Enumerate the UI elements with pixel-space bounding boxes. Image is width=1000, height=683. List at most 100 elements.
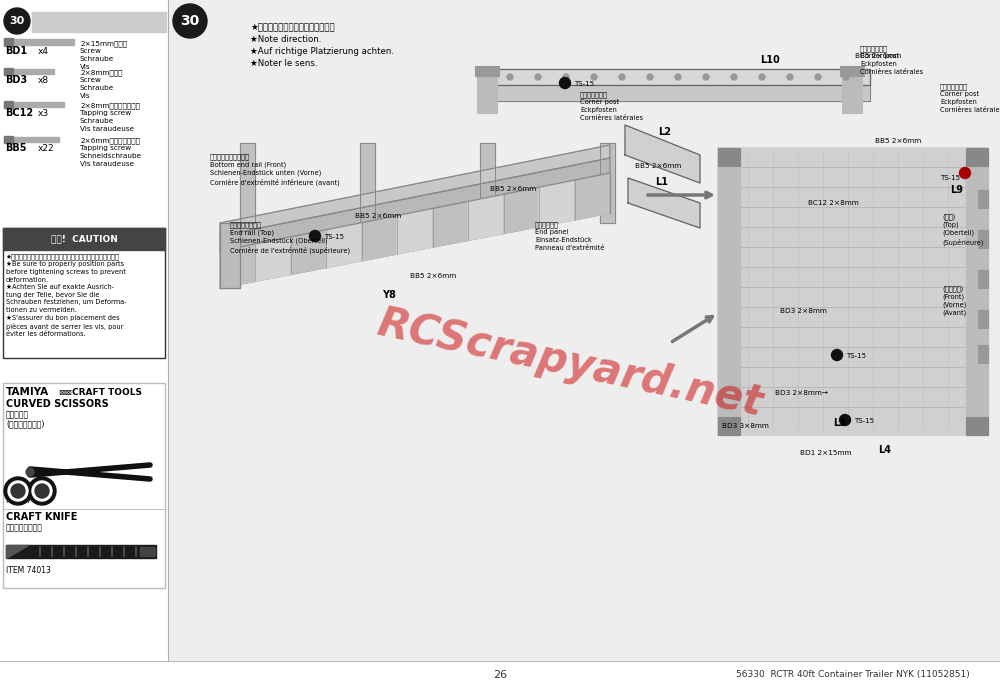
- Polygon shape: [433, 201, 468, 247]
- Polygon shape: [628, 178, 700, 228]
- Text: ★各部品は、ゆがみやねじれに注意して組み立ててください。
★Be sure to properly position parts
before tighteni: ★各部品は、ゆがみやねじれに注意して組み立ててください。 ★Be sure to…: [6, 253, 127, 337]
- Text: クラフトカッター: クラフトカッター: [6, 523, 43, 532]
- Text: TS-15: TS-15: [940, 175, 960, 181]
- Circle shape: [26, 468, 34, 476]
- Bar: [3, 383, 165, 588]
- Bar: [718, 148, 988, 435]
- Bar: [4, 137, 59, 142]
- Circle shape: [703, 74, 709, 80]
- Text: ★部品の向きに注意してください。: ★部品の向きに注意してください。: [250, 23, 335, 32]
- Text: TAMIYA: TAMIYA: [6, 387, 49, 397]
- Text: BD3 2×8mm→: BD3 2×8mm→: [775, 390, 828, 396]
- Bar: [978, 230, 988, 248]
- Bar: [966, 148, 988, 166]
- Text: 2×15mm丸ビス
Screw
Schraube
Vis: 2×15mm丸ビス Screw Schraube Vis: [80, 40, 127, 70]
- Text: ノントパネル
End panel
Einsatz-Endstück
Panneau d'extrémité: ノントパネル End panel Einsatz-Endstück Pannea…: [535, 221, 604, 251]
- Text: ⊠⊠: ⊠⊠: [58, 388, 72, 397]
- Text: ★Note direction.: ★Note direction.: [250, 35, 321, 44]
- Polygon shape: [485, 69, 870, 85]
- Text: 注意!  CAUTION: 注意! CAUTION: [51, 234, 117, 244]
- Text: BB5 2×6mm: BB5 2×6mm: [875, 138, 921, 144]
- Bar: [4, 39, 74, 45]
- Text: TS-15: TS-15: [846, 353, 866, 359]
- Circle shape: [35, 484, 49, 498]
- Text: BB5 2×6mm: BB5 2×6mm: [355, 213, 401, 219]
- Text: CURVED SCISSORS: CURVED SCISSORS: [6, 399, 109, 409]
- Bar: [6, 545, 156, 558]
- Polygon shape: [240, 143, 255, 223]
- Text: 2×8mm丸ビス
Screw
Schraube
Vis: 2×8mm丸ビス Screw Schraube Vis: [80, 69, 122, 99]
- Text: アッパーフレーム
End rail (Top)
Schienen-Endstück (Oberteil)
Cornière de l'extrémité (su: アッパーフレーム End rail (Top) Schienen-Endstüc…: [230, 221, 350, 253]
- Text: 56330  RCTR 40ft Container Trailer NYK (11052851): 56330 RCTR 40ft Container Trailer NYK (1…: [736, 671, 970, 680]
- Polygon shape: [397, 208, 433, 254]
- Text: (プラスチック用): (プラスチック用): [6, 419, 44, 428]
- Text: BB5 2×6mm: BB5 2×6mm: [490, 186, 536, 192]
- Circle shape: [310, 230, 320, 242]
- Circle shape: [11, 484, 25, 498]
- Polygon shape: [485, 85, 870, 101]
- Text: ITEM 74005: ITEM 74005: [6, 496, 51, 505]
- Bar: [718, 148, 740, 166]
- Text: RCScrapyard.net: RCScrapyard.net: [373, 302, 767, 424]
- Text: BD1 2×15mm: BD1 2×15mm: [800, 450, 852, 456]
- Text: BD3: BD3: [5, 75, 27, 85]
- Text: TS-15: TS-15: [324, 234, 344, 240]
- Circle shape: [4, 477, 32, 505]
- Circle shape: [591, 74, 597, 80]
- Text: BD1: BD1: [5, 46, 27, 56]
- Circle shape: [731, 74, 737, 80]
- Text: ★Auf richtige Platzierung achten.: ★Auf richtige Platzierung achten.: [250, 47, 394, 56]
- Circle shape: [560, 77, 570, 89]
- Text: x3: x3: [38, 109, 49, 118]
- Bar: [978, 345, 988, 363]
- Text: x8: x8: [38, 76, 49, 85]
- Text: L1: L1: [655, 177, 668, 187]
- Bar: [140, 547, 155, 556]
- Text: 2×8mmタッピングビス
Tapping screw
Schraube
Vis taraudeuse: 2×8mmタッピングビス Tapping screw Schraube Vis …: [80, 102, 140, 132]
- Text: Y8: Y8: [382, 290, 396, 300]
- Circle shape: [8, 481, 28, 501]
- Circle shape: [832, 350, 842, 361]
- Bar: [3, 228, 165, 250]
- Bar: [4, 101, 13, 108]
- Circle shape: [32, 481, 52, 501]
- Bar: [842, 68, 862, 113]
- Polygon shape: [539, 180, 575, 227]
- Polygon shape: [6, 545, 28, 558]
- Text: L3: L3: [833, 418, 846, 428]
- Text: BC12: BC12: [5, 108, 33, 118]
- Text: TS-15: TS-15: [854, 418, 874, 424]
- Text: TS-15: TS-15: [574, 81, 594, 87]
- Text: 2×6mmタッピングビス
Tapping screw
Schneidschraube
Vis taraudeuse: 2×6mmタッピングビス Tapping screw Schneidschrau…: [80, 137, 142, 167]
- Text: CRAFT TOOLS: CRAFT TOOLS: [72, 388, 142, 397]
- Circle shape: [815, 74, 821, 80]
- Text: 30: 30: [9, 16, 25, 26]
- Bar: [4, 38, 13, 46]
- Text: L10: L10: [760, 55, 780, 65]
- Circle shape: [843, 74, 849, 80]
- Text: L9: L9: [950, 185, 963, 195]
- Circle shape: [173, 4, 207, 38]
- Bar: [4, 69, 54, 74]
- Text: ITEM 74013: ITEM 74013: [6, 566, 51, 575]
- Text: 26: 26: [493, 670, 507, 680]
- Text: ★Noter le sens.: ★Noter le sens.: [250, 59, 318, 68]
- Bar: [3, 228, 165, 358]
- Text: L4: L4: [878, 445, 891, 455]
- Text: CRAFT KNIFE: CRAFT KNIFE: [6, 512, 77, 522]
- Bar: [966, 417, 988, 435]
- Text: x22: x22: [38, 144, 55, 153]
- Bar: [966, 148, 988, 435]
- Text: BD3 2×8mm: BD3 2×8mm: [780, 308, 827, 314]
- Bar: [32, 12, 166, 32]
- Bar: [0, 0, 168, 683]
- Bar: [4, 102, 64, 107]
- Polygon shape: [625, 125, 700, 183]
- Bar: [4, 136, 13, 143]
- Bar: [477, 68, 497, 113]
- Polygon shape: [600, 143, 615, 223]
- Bar: [840, 66, 864, 76]
- Polygon shape: [360, 143, 375, 223]
- Text: ポールフレーム
Corner post
Eckpfosten
Cornières latérales: ポールフレーム Corner post Eckpfosten Cornières…: [580, 91, 643, 121]
- Text: L2: L2: [658, 127, 671, 137]
